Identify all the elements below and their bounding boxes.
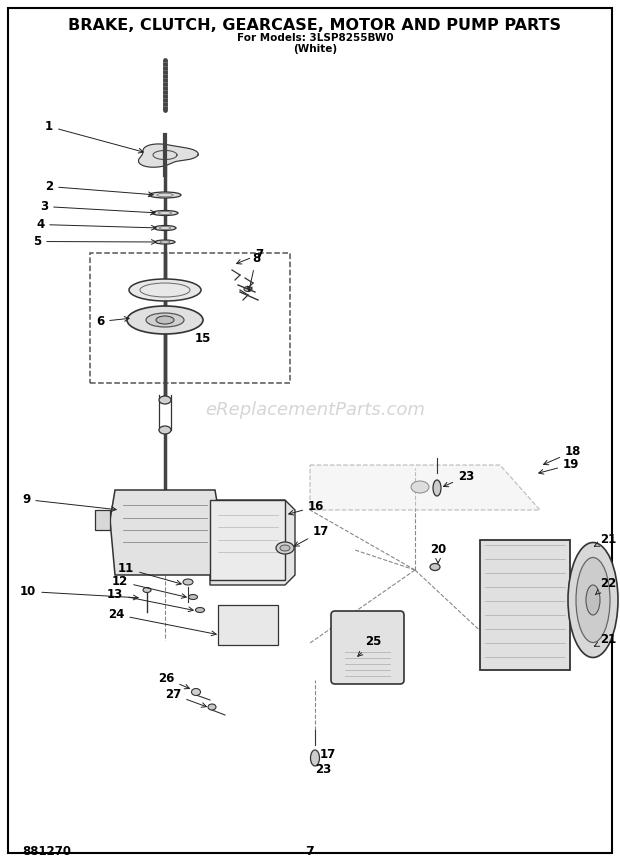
Bar — [210, 500, 285, 580]
Text: 3: 3 — [40, 200, 155, 215]
Text: 24: 24 — [108, 608, 216, 635]
Text: 27: 27 — [165, 688, 206, 707]
Ellipse shape — [192, 689, 200, 696]
Text: 15: 15 — [195, 332, 211, 345]
Bar — [480, 540, 570, 670]
Ellipse shape — [244, 287, 252, 292]
Ellipse shape — [411, 481, 429, 493]
Text: 23: 23 — [443, 470, 474, 486]
Text: 10: 10 — [20, 585, 138, 600]
Ellipse shape — [154, 226, 176, 231]
Ellipse shape — [586, 585, 600, 615]
Text: 13: 13 — [107, 588, 193, 611]
Polygon shape — [210, 500, 295, 585]
Text: 1: 1 — [45, 120, 143, 153]
Ellipse shape — [433, 480, 441, 496]
Bar — [218, 605, 278, 645]
Text: 18: 18 — [544, 445, 582, 465]
Ellipse shape — [159, 396, 171, 404]
Text: 22: 22 — [595, 577, 616, 595]
Ellipse shape — [155, 240, 175, 244]
Ellipse shape — [188, 594, 198, 599]
Text: (White): (White) — [293, 44, 337, 54]
Text: 881270: 881270 — [22, 845, 71, 858]
Text: 9: 9 — [22, 493, 116, 511]
Ellipse shape — [146, 313, 184, 327]
Ellipse shape — [195, 608, 205, 612]
Text: 16: 16 — [289, 500, 324, 515]
Text: 11: 11 — [118, 562, 181, 585]
Ellipse shape — [280, 545, 290, 551]
Polygon shape — [310, 465, 540, 510]
Ellipse shape — [276, 542, 294, 554]
Text: 2: 2 — [45, 180, 153, 196]
Text: 5: 5 — [33, 235, 156, 248]
Ellipse shape — [208, 704, 216, 710]
Ellipse shape — [183, 579, 193, 585]
Text: 21: 21 — [595, 633, 616, 647]
Text: 17: 17 — [294, 525, 329, 546]
Polygon shape — [220, 510, 235, 530]
Ellipse shape — [127, 306, 203, 334]
Text: 21: 21 — [595, 533, 616, 547]
Text: 25: 25 — [358, 635, 381, 656]
Text: 17: 17 — [320, 748, 336, 761]
Text: eReplacementParts.com: eReplacementParts.com — [205, 401, 425, 419]
Ellipse shape — [430, 563, 440, 571]
Text: 8: 8 — [247, 252, 260, 291]
Text: For Models: 3LSP8255BW0: For Models: 3LSP8255BW0 — [237, 33, 393, 43]
Text: 26: 26 — [158, 672, 190, 689]
Polygon shape — [138, 144, 198, 167]
Text: 7: 7 — [306, 845, 314, 858]
Ellipse shape — [143, 587, 151, 592]
Ellipse shape — [576, 558, 610, 642]
Text: 12: 12 — [112, 575, 186, 598]
Text: 20: 20 — [430, 543, 446, 563]
Text: 4: 4 — [36, 218, 156, 231]
Ellipse shape — [159, 426, 171, 434]
Ellipse shape — [129, 279, 201, 301]
Ellipse shape — [156, 316, 174, 324]
Bar — [90, 253, 290, 383]
Ellipse shape — [311, 750, 319, 766]
FancyBboxPatch shape — [331, 611, 404, 684]
Ellipse shape — [152, 210, 178, 215]
Polygon shape — [110, 490, 220, 575]
Text: BRAKE, CLUTCH, GEARCASE, MOTOR AND PUMP PARTS: BRAKE, CLUTCH, GEARCASE, MOTOR AND PUMP … — [68, 18, 562, 33]
Ellipse shape — [568, 542, 618, 658]
Polygon shape — [95, 510, 110, 530]
Text: 23: 23 — [315, 763, 331, 776]
Text: 6: 6 — [96, 315, 129, 328]
Text: 7: 7 — [237, 248, 263, 264]
Text: 19: 19 — [539, 458, 579, 474]
Ellipse shape — [149, 192, 181, 198]
